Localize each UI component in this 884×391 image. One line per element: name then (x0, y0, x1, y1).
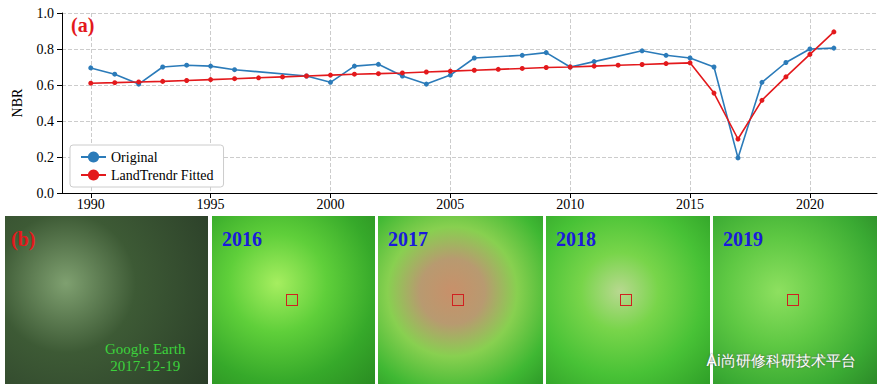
svg-text:2000: 2000 (316, 197, 344, 212)
svg-text:2005: 2005 (436, 197, 464, 212)
html-text:Ai尚研修科研技术平台: Ai尚研修科研技术平台 (706, 352, 856, 370)
html-text:2017-12-19: 2017-12-19 (110, 358, 181, 374)
svg-text:Original: Original (111, 150, 158, 165)
svg-text:0.0: 0.0 (37, 186, 55, 201)
svg-text:NBR: NBR (10, 88, 25, 117)
svg-text:0.8: 0.8 (37, 42, 55, 57)
svg-text:2010: 2010 (556, 197, 584, 212)
html-text:2019: 2019 (723, 228, 763, 250)
svg-text:LandTrendr Fitted: LandTrendr Fitted (111, 168, 214, 183)
svg-text:0.4: 0.4 (37, 114, 55, 129)
html-text:(b): (b) (11, 228, 36, 250)
svg-text:0.6: 0.6 (37, 78, 55, 93)
svg-text:2020: 2020 (796, 197, 824, 212)
svg-text:1995: 1995 (197, 197, 225, 212)
svg-text:1.0: 1.0 (37, 6, 55, 21)
html-text:2016: 2016 (222, 228, 262, 250)
svg-text:0.2: 0.2 (37, 150, 55, 165)
svg-text:2015: 2015 (676, 197, 704, 212)
svg-text:(a): (a) (71, 14, 94, 37)
html-text:Google Earth: Google Earth (105, 341, 186, 357)
svg-text:1990: 1990 (77, 197, 105, 212)
html-text:2017: 2017 (388, 228, 428, 250)
html-text:2018: 2018 (556, 228, 596, 250)
